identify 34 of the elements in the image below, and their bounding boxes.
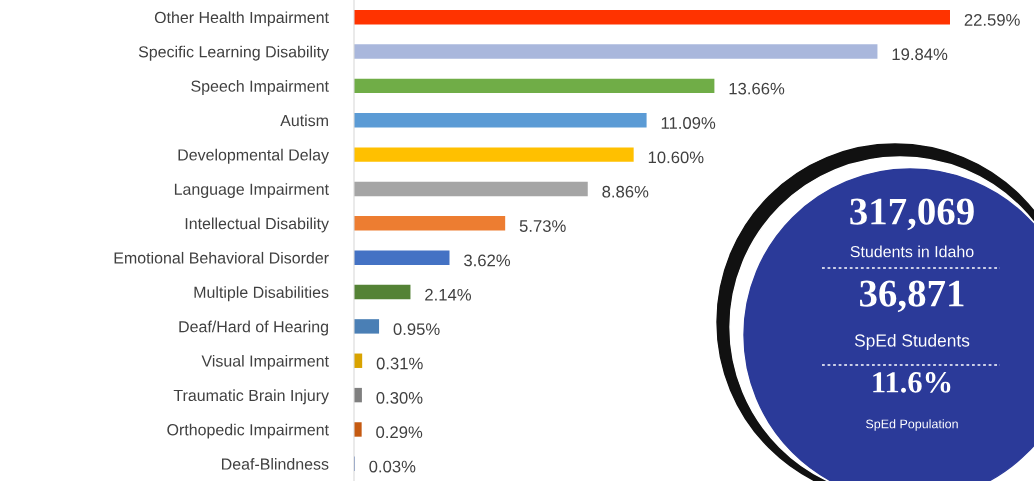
- y-tick-label: Deaf-Blindness: [222, 458, 329, 470]
- annotation: 11.6%: [873, 372, 951, 393]
- y-tick-label: Multiple Disabilities: [194, 286, 329, 302]
- annotation: 317,069: [850, 198, 974, 231]
- annotation: SpEd Students: [854, 333, 970, 351]
- y-tick-label: Deaf/Hard of Hearing: [179, 320, 328, 336]
- y-tick-label: Intellectual Disability: [185, 217, 329, 233]
- y-tick-label: Other Health Impairment: [154, 11, 329, 27]
- data-label: 3.62%: [464, 254, 511, 267]
- data-label: 8.86%: [602, 185, 649, 198]
- y-tick-label: Emotional Behavioral Disorder: [114, 251, 329, 264]
- data-label: 22.59%: [964, 14, 1020, 26]
- annotation: Students in Idaho: [850, 245, 974, 258]
- data-label: 11.09%: [661, 117, 716, 129]
- data-label: 0.30%: [376, 391, 423, 404]
- y-tick-label: Specific Learning Disability: [138, 45, 329, 61]
- data-label: 0.95%: [393, 323, 440, 336]
- data-label: 2.14%: [425, 288, 472, 301]
- y-tick-label: Language Impairment: [174, 183, 329, 199]
- data-label: 0.31%: [376, 357, 423, 370]
- y-tick-label: Traumatic Brain Injury: [173, 389, 329, 405]
- y-tick-label: Autism: [280, 114, 328, 127]
- y-tick-label: Speech Impairment: [191, 80, 329, 95]
- y-tick-label: Orthopedic Impairment: [167, 423, 329, 439]
- data-label: 5.73%: [519, 220, 566, 232]
- data-label: 10.60%: [648, 151, 704, 164]
- annotation: 36,871: [859, 280, 964, 313]
- data-label: 13.66%: [729, 82, 785, 95]
- data-label: 19.84%: [892, 48, 948, 61]
- y-tick-label: Visual Impairment: [201, 354, 329, 370]
- annotation: SpEd Population: [866, 419, 958, 431]
- y-tick-label: Developmental Delay: [178, 148, 329, 164]
- data-label: 0.03%: [369, 460, 416, 473]
- data-label: 0.29%: [376, 426, 423, 439]
